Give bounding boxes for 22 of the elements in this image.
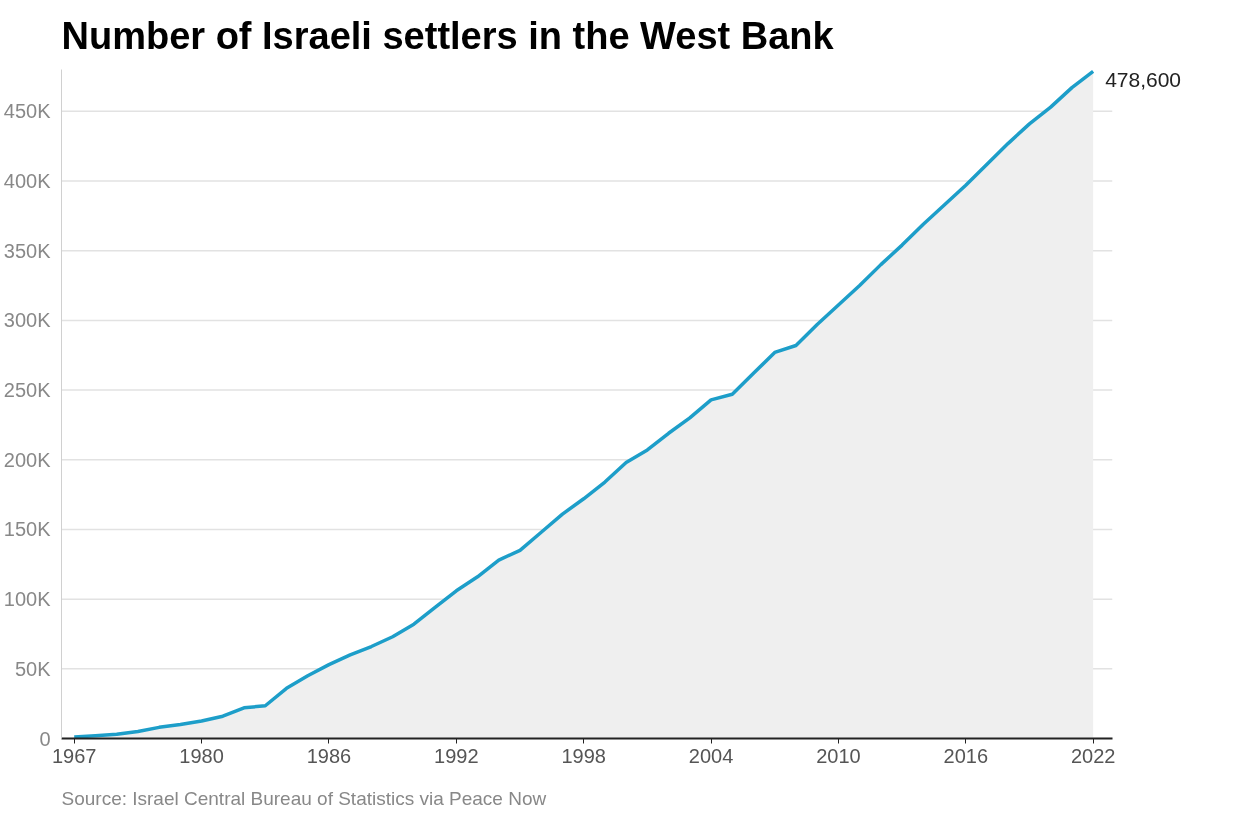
y-tick-label: 350K [3,239,52,262]
x-tick-label: 2022 [1070,744,1116,767]
x-tick-label: 1992 [434,744,479,767]
x-tick-label: 2016 [943,744,989,767]
source-note: Source: Israel Central Bureau of Statistics via Peace Now [61,787,547,809]
y-tick-label: 200K [3,448,52,471]
data-label: 478,600 [1105,68,1182,92]
y-tick-label: 50K [14,657,52,680]
y-tick-label: 450K [3,100,52,123]
x-tick-label: 1986 [306,744,352,767]
y-tick-label: 100K [3,588,52,611]
x-tick-label: 1967 [51,744,97,767]
y-tick-label: 0 [39,727,51,750]
x-tick-label: 2010 [816,744,861,767]
y-tick-label: 300K [3,309,52,332]
x-tick-label: 2004 [688,744,734,767]
y-tick-label: 400K [3,170,52,192]
y-tick-label: 150K [3,518,52,541]
y-tick-label: 250K [3,379,52,402]
x-tick-label: 1980 [179,744,224,767]
x-tick-label: 1998 [561,744,606,767]
chart-title: Number of Israeli settlers in the West Bank [61,15,835,57]
